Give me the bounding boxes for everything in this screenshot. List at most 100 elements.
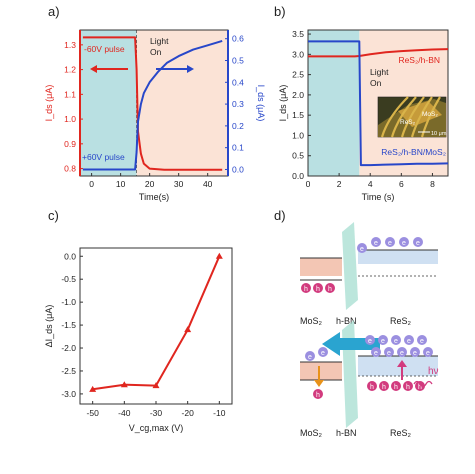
hole-res2-bottom-3-label: h <box>406 384 410 391</box>
electron-bottom-b-3 <box>410 347 420 357</box>
inset-electrode <box>400 96 425 138</box>
series-line-res2-hbn-mos2 <box>308 40 449 167</box>
inset-electrode <box>380 96 409 138</box>
y-left-tick-label: 1.2 <box>64 65 76 75</box>
hole-top-2-label: h <box>328 286 332 293</box>
y-tick-label: 1.0 <box>292 130 304 140</box>
hole-top-1-label: h <box>316 286 320 293</box>
hole-top-0-label: h <box>304 286 308 293</box>
electron-bottom-a-4-label: e <box>420 338 424 345</box>
label-res2-bottom: ReS₂ <box>390 428 412 438</box>
plot-frame <box>307 29 449 177</box>
y-right-tick-label: 0.6 <box>232 34 244 44</box>
label-hbn-top: h-BN <box>336 316 357 326</box>
hole-res2-bottom-4 <box>415 381 425 391</box>
series-line-res2-hbn <box>308 48 449 58</box>
x-axis-label: Time(s) <box>139 192 169 202</box>
annotation-plus60: +60V pulse <box>82 152 125 162</box>
label-mos2-top: MoS₂ <box>300 316 323 326</box>
hbn-barrier-top <box>342 222 358 310</box>
plot-frame <box>79 247 233 405</box>
hole-top-0 <box>301 283 311 293</box>
electron-bottom-b-2-label: e <box>400 350 404 357</box>
x-tick-label: 6 <box>399 179 404 189</box>
hole-res2-bottom-1 <box>379 381 389 391</box>
electron-top-4 <box>357 243 367 253</box>
electron-top-1-label: e <box>388 240 392 247</box>
x-tick-label: 0 <box>306 179 311 189</box>
electron-bottom-a-0-label: e <box>368 338 372 345</box>
y-right-tick-label: 0.1 <box>232 143 244 153</box>
x-tick-label: 8 <box>430 179 435 189</box>
hole-res2-bottom-2-label: h <box>394 384 398 391</box>
mos2-conduction-band-bottom <box>300 362 342 380</box>
y-tick-label: -1.5 <box>61 320 76 330</box>
y-tick-label: 0.5 <box>292 151 304 161</box>
annotation-minus60: -60V pulse <box>84 44 125 54</box>
y-tick-label: 3.5 <box>292 29 304 39</box>
hole-res2-bottom-1-label: h <box>382 384 386 391</box>
x-tick-label: 20 <box>145 179 155 189</box>
chart-panel-c: c) -50 -40 -30 -20 -10 V_cg,max (V) -3.0 -2.5 -2.… <box>44 208 233 433</box>
hole-top-2 <box>325 283 335 293</box>
electron-mos2-0 <box>305 351 315 361</box>
inset-electrode <box>420 96 441 138</box>
electron-top-0 <box>371 237 381 247</box>
x-tick-label: 10 <box>116 179 126 189</box>
y-axis-label: I_ds (μA) <box>278 85 288 122</box>
series-line-red <box>82 36 223 171</box>
y-tick-label: 2.0 <box>292 90 304 100</box>
series-label-res2-hbn: ReS₂/h-BN <box>398 55 440 65</box>
y-right-axis-label: I_ds (μA) <box>256 85 266 122</box>
electron-bottom-b-4-label: e <box>426 350 430 357</box>
hole-res2-bottom-0 <box>367 381 377 391</box>
hole-res2-bottom-3 <box>403 381 413 391</box>
y-right-tick-label: 0.4 <box>232 77 244 87</box>
data-point-marker <box>184 326 192 333</box>
x-tick-label: 2 <box>337 179 342 189</box>
shaded-region-left <box>80 30 137 176</box>
y-tick-label: 1.5 <box>292 110 304 120</box>
recombination-arrowhead <box>314 380 324 387</box>
electron-bottom-a-3-label: e <box>407 338 411 345</box>
electron-mos2-1-label: e <box>321 350 325 357</box>
label-mos2-bottom: MoS₂ <box>300 428 323 438</box>
electron-bottom-a-1 <box>378 335 388 345</box>
panel-label-b: b) <box>274 4 286 19</box>
x-axis-label: Time (s) <box>362 192 395 202</box>
y-left-tick-label: 0.9 <box>64 139 76 149</box>
electron-mos2-0-label: e <box>308 354 312 361</box>
series-label-res2-hbn-mos2: ReS₂/h-BN/MoS₂ <box>381 147 446 157</box>
y-tick-label: -1.0 <box>61 297 76 307</box>
arrowhead-right-blue <box>187 65 194 73</box>
inset-label-mos2: MoS₂ <box>422 111 438 118</box>
photon-label: hν <box>428 366 439 377</box>
x-tick-label: 40 <box>203 179 213 189</box>
electron-bottom-a-3 <box>404 335 414 345</box>
y-left-axis-label: I_ds (μA) <box>44 85 54 122</box>
data-point-marker <box>89 385 97 392</box>
electron-top-0-label: e <box>374 240 378 247</box>
electron-top-2 <box>399 237 409 247</box>
hole-res2-bottom-2 <box>391 381 401 391</box>
data-point-marker <box>120 381 128 388</box>
electron-bottom-b-1-label: e <box>387 350 391 357</box>
y-right-tick-label: 0.0 <box>232 164 244 174</box>
x-tick-label: 4 <box>368 179 373 189</box>
panel-label-c: c) <box>48 208 59 223</box>
series-line <box>92 255 221 391</box>
mos2-conduction-band-top <box>300 258 342 276</box>
chart-panel-a: a) 0 10 20 30 40 Time(s) 0.8 0.9 1.0 1.1 1.2 1.3 I_ds… <box>44 4 266 202</box>
y-right-tick-label: 0.2 <box>232 121 244 131</box>
y-tick-label: 0.0 <box>292 171 304 181</box>
label-res2-top: ReS₂ <box>390 316 412 326</box>
x-tick-label: 30 <box>174 179 184 189</box>
photon-wave <box>413 380 433 388</box>
y-tick-label: 0.0 <box>64 251 76 261</box>
y-tick-label: -2.0 <box>61 343 76 353</box>
electron-top-4-label: e <box>360 246 364 253</box>
series-line-blue <box>82 39 223 171</box>
label-hbn-bottom: h-BN <box>336 428 357 438</box>
hole-top-1 <box>313 283 323 293</box>
